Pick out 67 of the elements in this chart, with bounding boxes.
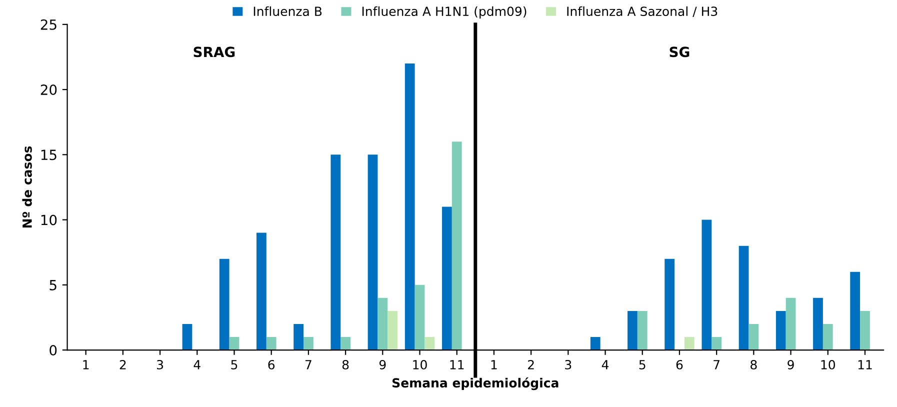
x-tick-label: 1	[83, 360, 89, 370]
legend-label: Influenza B	[254, 6, 322, 16]
bar	[229, 336, 240, 350]
y-axis-title: Nº de casos	[22, 146, 32, 228]
bar	[786, 298, 796, 350]
y-tick-label: 0	[50, 344, 57, 356]
bar	[702, 220, 712, 350]
legend-label: Influenza A H1N1 (pdm09)	[362, 6, 526, 18]
bar	[738, 246, 749, 350]
bar	[219, 258, 230, 350]
bar	[388, 310, 398, 350]
x-tick-label: 10	[413, 360, 427, 370]
x-tick-label: 6	[676, 360, 683, 370]
y-tick-label: 20	[40, 84, 57, 96]
y-tick-label: 15	[41, 150, 56, 160]
x-tick-label: 3	[565, 360, 572, 370]
bar	[776, 310, 786, 350]
bar	[368, 154, 378, 350]
bar	[628, 310, 638, 350]
x-tick-label: 9	[379, 360, 386, 370]
x-tick-label: 6	[268, 360, 275, 370]
x-tick-label: 8	[750, 360, 757, 370]
bar	[414, 284, 425, 350]
annotation: SG	[670, 46, 690, 58]
bar	[860, 310, 870, 350]
x-tick-label: 11	[858, 360, 872, 370]
bar	[182, 324, 192, 350]
y-tick-label: 10	[41, 214, 57, 226]
x-tick-label: 3	[157, 360, 164, 370]
x-tick-label: 11	[450, 360, 464, 370]
x-tick-label: 9	[788, 360, 794, 370]
bar	[404, 63, 415, 350]
x-tick-label: 7	[714, 360, 720, 370]
bar	[340, 336, 350, 350]
bar	[304, 336, 314, 350]
x-axis-title: Semana epidemiológica	[392, 377, 558, 390]
x-tick-label: 8	[342, 360, 349, 370]
x-tick-label: 10	[821, 360, 836, 370]
bar	[684, 336, 694, 350]
bar	[266, 336, 276, 350]
bar	[442, 206, 452, 350]
x-tick-label: 2	[120, 360, 126, 370]
bar	[452, 142, 462, 350]
bar	[748, 324, 759, 350]
bar	[330, 154, 341, 350]
bar	[664, 258, 675, 350]
bar	[850, 272, 860, 350]
annotation: SRAG	[194, 46, 235, 58]
bar	[637, 310, 648, 350]
x-tick-label: 4	[602, 360, 609, 370]
legend-label: Influenza A Sazonal / H3	[567, 6, 718, 18]
x-tick-label: 1	[491, 360, 497, 370]
x-tick-label: 5	[231, 360, 238, 370]
bar	[378, 298, 388, 350]
bar	[294, 324, 304, 350]
x-tick-label: 2	[528, 360, 534, 370]
bar	[590, 336, 600, 350]
bar	[424, 336, 435, 350]
x-tick-label: 4	[194, 360, 200, 370]
y-tick-label: 25	[40, 19, 56, 30]
y-tick-label: 5	[50, 280, 56, 290]
bar	[712, 336, 722, 350]
bar	[813, 298, 823, 350]
x-tick-label: 5	[639, 360, 646, 370]
x-tick-label: 7	[305, 360, 312, 370]
bar	[822, 324, 833, 350]
bar	[256, 232, 266, 350]
